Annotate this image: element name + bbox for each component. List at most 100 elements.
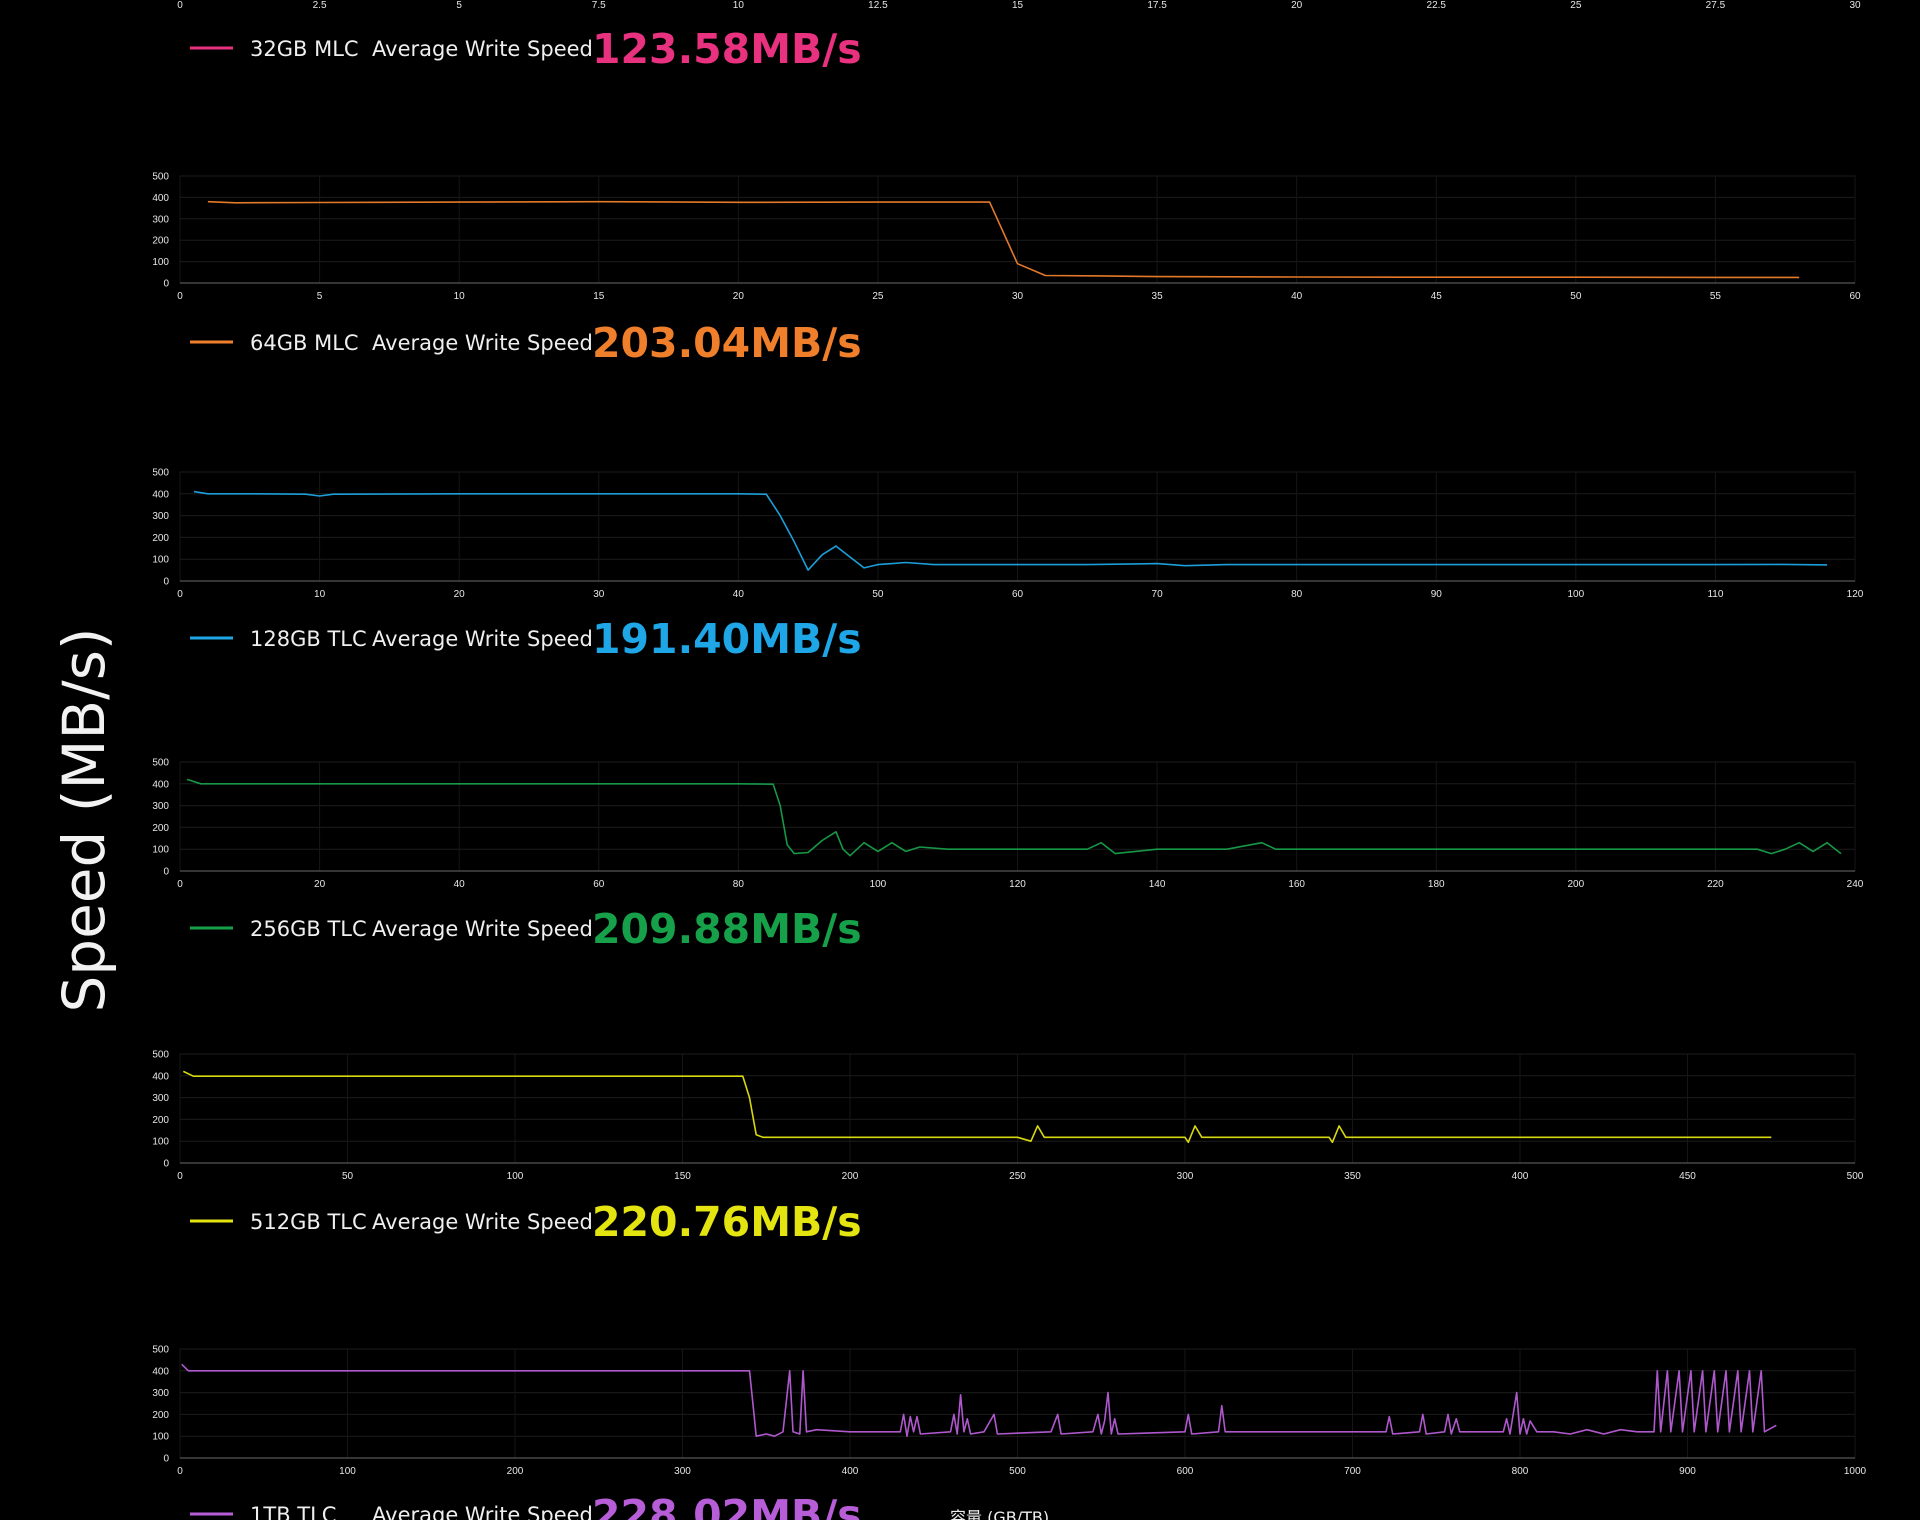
y-tick-label: 400	[152, 193, 169, 204]
x-tick-label: 45	[1431, 291, 1443, 302]
series-line	[182, 1070, 1772, 1144]
x-tick-label: 700	[1344, 1466, 1361, 1477]
legend-average-value: 203.04MB/s	[592, 319, 862, 367]
x-tick-label: 25	[1570, 0, 1582, 11]
series-line	[181, 1363, 1777, 1437]
legend-average-value: 220.76MB/s	[592, 1198, 862, 1246]
legend-caption: Average Write Speed	[372, 1210, 593, 1234]
x-tick-label: 20	[733, 291, 745, 302]
x-tick-label: 300	[1177, 1171, 1194, 1182]
legend-caption: Average Write Speed	[372, 331, 593, 355]
x-tick-label: 60	[593, 879, 605, 890]
y-tick-label: 500	[152, 468, 169, 479]
x-tick-label: 25	[872, 291, 884, 302]
x-tick-label: 10	[454, 291, 466, 302]
y-tick-label: 500	[152, 758, 169, 769]
x-tick-label: 30	[1849, 0, 1861, 11]
y-tick-label: 0	[163, 1454, 169, 1465]
y-axis-title: Speed (MB/s)	[50, 627, 118, 1013]
legend-series-name: 32GB MLC	[250, 37, 359, 61]
y-tick-label: 300	[152, 1388, 169, 1399]
x-tick-label: 50	[872, 589, 884, 600]
y-tick-label: 100	[152, 1432, 169, 1443]
y-tick-label: 100	[152, 1137, 169, 1148]
x-tick-label: 70	[1152, 589, 1164, 600]
x-tick-label: 5	[317, 291, 323, 302]
legend-caption: Average Write Speed	[372, 627, 593, 651]
legend-average-value: 228.02MB/s	[592, 1491, 862, 1520]
x-tick-label: 80	[733, 879, 745, 890]
y-tick-label: 300	[152, 1093, 169, 1104]
x-tick-label: 0	[177, 0, 183, 11]
x-tick-label: 40	[733, 589, 745, 600]
x-tick-label: 20	[454, 589, 466, 600]
y-tick-label: 200	[152, 1115, 169, 1126]
x-tick-label: 50	[1570, 291, 1582, 302]
x-tick-label: 50	[342, 1171, 354, 1182]
legend-series-name: 1TB TLC	[250, 1503, 336, 1520]
y-tick-label: 400	[152, 779, 169, 790]
x-tick-label: 80	[1291, 589, 1303, 600]
y-tick-label: 400	[152, 1366, 169, 1377]
series-line	[193, 490, 1828, 571]
x-tick-label: 0	[177, 1171, 183, 1182]
y-tick-label: 400	[152, 1071, 169, 1082]
x-tick-label: 10	[733, 0, 745, 11]
y-tick-label: 500	[152, 172, 169, 183]
x-tick-label: 30	[1012, 291, 1024, 302]
y-tick-label: 100	[152, 555, 169, 566]
x-tick-label: 0	[177, 291, 183, 302]
x-tick-label: 20	[314, 879, 326, 890]
x-tick-label: 110	[1707, 589, 1723, 600]
y-tick-label: 0	[163, 577, 169, 588]
x-tick-label: 15	[1012, 0, 1024, 11]
x-tick-label: 350	[1344, 1171, 1361, 1182]
series-line	[186, 778, 1842, 857]
x-tick-label: 17.5	[1147, 0, 1167, 11]
x-tick-label: 140	[1149, 879, 1166, 890]
x-tick-label: 22.5	[1427, 0, 1447, 11]
y-tick-label: 200	[152, 533, 169, 544]
x-tick-label: 120	[1847, 589, 1864, 600]
x-tick-label: 2.5	[313, 0, 327, 11]
y-tick-label: 300	[152, 214, 169, 225]
y-tick-label: 500	[152, 1345, 169, 1356]
legend-average-value: 123.58MB/s	[592, 25, 862, 73]
x-tick-label: 90	[1431, 589, 1443, 600]
x-tick-label: 55	[1710, 291, 1722, 302]
y-tick-label: 100	[152, 845, 169, 856]
x-tick-label: 450	[1679, 1171, 1696, 1182]
x-tick-label: 100	[339, 1466, 356, 1477]
x-tick-label: 900	[1679, 1466, 1696, 1477]
x-tick-label: 40	[1291, 291, 1303, 302]
x-tick-label: 500	[1847, 1171, 1864, 1182]
legend-series-name: 256GB TLC	[250, 917, 367, 941]
x-tick-label: 5	[456, 0, 462, 11]
x-tick-label: 120	[1009, 879, 1026, 890]
x-tick-label: 0	[177, 1466, 183, 1477]
x-tick-label: 27.5	[1706, 0, 1726, 11]
x-tick-label: 0	[177, 589, 183, 600]
x-tick-label: 30	[593, 589, 605, 600]
y-tick-label: 300	[152, 511, 169, 522]
y-tick-label: 200	[152, 236, 169, 247]
x-tick-label: 300	[674, 1466, 691, 1477]
legend-series-name: 512GB TLC	[250, 1210, 367, 1234]
x-tick-label: 500	[1009, 1466, 1026, 1477]
x-tick-label: 160	[1288, 879, 1305, 890]
x-tick-label: 400	[842, 1466, 859, 1477]
x-axis-title: 容量 (GB/TB)	[950, 1508, 1049, 1520]
x-tick-label: 200	[507, 1466, 524, 1477]
x-tick-label: 60	[1012, 589, 1024, 600]
x-tick-label: 240	[1847, 879, 1864, 890]
x-tick-label: 800	[1512, 1466, 1529, 1477]
y-tick-label: 300	[152, 801, 169, 812]
y-tick-label: 400	[152, 489, 169, 500]
x-tick-label: 60	[1849, 291, 1861, 302]
y-tick-label: 200	[152, 823, 169, 834]
x-tick-label: 250	[1009, 1171, 1026, 1182]
y-tick-label: 0	[163, 1159, 169, 1170]
y-tick-label: 100	[152, 257, 169, 268]
x-tick-label: 150	[674, 1171, 691, 1182]
